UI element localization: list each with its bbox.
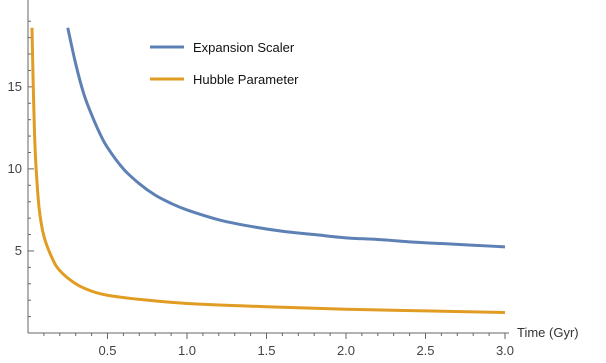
legend-label-2: Hubble Parameter (193, 72, 299, 87)
x-tick-label: 3.0 (496, 343, 514, 358)
x-tick-label: 0.5 (98, 343, 116, 358)
y-tick-label: 15 (8, 79, 22, 94)
x-tick-label: 1.5 (257, 343, 275, 358)
y-ticks: 5 10 15 (8, 20, 34, 318)
legend-label-1: Expansion Scaler (193, 40, 295, 55)
x-tick-label: 1.0 (178, 343, 196, 358)
x-ticks: 0.5 1.0 1.5 2.0 2.5 3.0 (43, 333, 514, 358)
series-line-1 (66, 27, 506, 249)
series-layer (30, 27, 506, 314)
axes: 0.5 1.0 1.5 2.0 2.5 3.0 5 10 15 Time (Gyr) (8, 0, 579, 358)
x-tick-label: 2.0 (337, 343, 355, 358)
x-tick-label: 2.5 (416, 343, 434, 358)
y-tick-label: 10 (8, 161, 22, 176)
x-axis-label: Time (Gyr) (517, 325, 579, 340)
legend: Expansion Scaler Hubble Parameter (150, 40, 299, 87)
series-line-2 (30, 27, 506, 314)
y-tick-label: 5 (15, 243, 22, 258)
